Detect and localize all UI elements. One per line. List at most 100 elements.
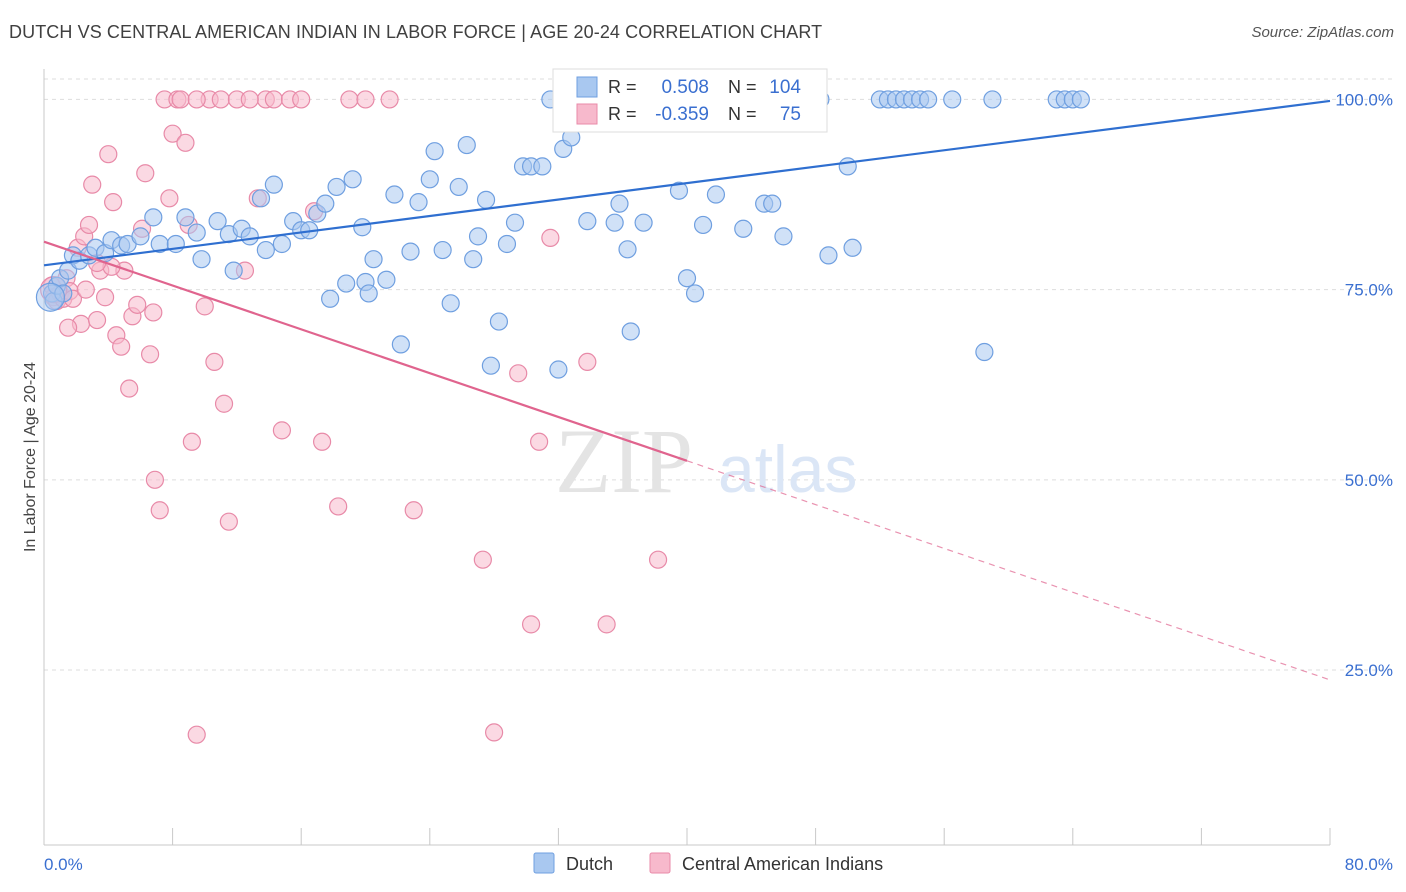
cai-point <box>171 90 190 109</box>
dutch-point <box>476 190 496 209</box>
cai-point <box>329 497 348 516</box>
trend-lines <box>43 99 1331 681</box>
cai-point <box>145 470 165 489</box>
cai-point <box>163 124 182 143</box>
cai-point <box>597 615 616 634</box>
cai-point <box>578 352 597 372</box>
legend-n-label-cai: N = <box>728 104 757 124</box>
cai-point <box>59 318 78 337</box>
dutch-point <box>774 227 793 246</box>
chart-title: DUTCH VS CENTRAL AMERICAN INDIAN IN LABO… <box>9 22 823 42</box>
cai-point <box>214 394 234 413</box>
dutch-point <box>838 157 857 176</box>
source-label: Source: ZipAtlas.com <box>1251 24 1394 41</box>
cai-trend-line <box>43 240 688 462</box>
dutch-point <box>187 223 206 242</box>
dutch-point <box>457 135 476 155</box>
dutch-point <box>385 185 404 204</box>
dutch-point <box>843 238 862 257</box>
dutch-point <box>449 177 468 197</box>
dutch-point <box>192 250 211 269</box>
dutch-point <box>481 356 500 375</box>
cai-point <box>144 303 163 322</box>
dutch-point <box>919 90 938 109</box>
legend-r-label-cai: R = <box>608 104 637 124</box>
cai-point <box>104 193 123 212</box>
dutch-point <box>131 227 150 246</box>
cai-point <box>140 345 160 364</box>
cai-point <box>187 90 206 109</box>
legend-n-value-dutch: 104 <box>769 77 801 98</box>
dutch-point <box>734 219 753 238</box>
cai-point <box>150 501 169 520</box>
cai-trend-line-extension <box>686 460 1331 681</box>
dutch-point <box>359 284 378 303</box>
dutch-point <box>618 240 637 259</box>
cai-point <box>187 725 206 744</box>
bottom-legend-label-dutch: Dutch <box>566 854 613 874</box>
dutch-point <box>578 212 597 231</box>
y-tick-label: 100.0% <box>1335 90 1393 109</box>
cai-point <box>292 90 311 109</box>
cai-point <box>160 189 179 208</box>
dutch-point <box>464 250 483 269</box>
legend-swatch-dutch <box>576 76 598 98</box>
dutch-point <box>610 194 629 213</box>
cai-point <box>380 90 399 109</box>
cai-point <box>128 295 147 314</box>
legend-swatch-cai <box>576 103 598 125</box>
dutch-point <box>505 213 525 232</box>
bottom-legend-swatch-cai <box>649 852 671 874</box>
cai-point <box>648 550 668 569</box>
dutch-point <box>685 284 705 303</box>
cai-point <box>205 352 224 372</box>
cai-point <box>176 133 195 152</box>
dutch-point <box>240 227 259 246</box>
dutch-point <box>425 142 444 161</box>
bottom-legend-label-cai: Central American Indians <box>682 854 883 874</box>
cai-point <box>404 501 423 520</box>
dutch-point <box>634 213 653 232</box>
dutch-point <box>763 194 782 213</box>
cai-point <box>521 615 541 634</box>
cai-point <box>219 512 238 531</box>
x-axis-ticks <box>43 828 1331 845</box>
dutch-point <box>468 227 488 246</box>
legend-n-label-dutch: N = <box>728 77 757 97</box>
dutch-point <box>176 208 195 227</box>
legend-n-value-cai: 75 <box>780 104 801 125</box>
dutch-point <box>35 282 66 312</box>
cai-point <box>312 432 332 451</box>
dutch-point <box>321 289 340 308</box>
dutch-point <box>975 342 994 362</box>
dutch-point <box>819 246 838 265</box>
dutch-point <box>677 269 697 288</box>
grid-lines <box>44 78 1392 671</box>
cai-point <box>272 421 292 440</box>
dutch-point <box>343 170 362 189</box>
cai-point <box>240 90 259 109</box>
dutch-point <box>316 194 335 213</box>
dutch-points <box>35 90 1090 379</box>
legend-r-value-dutch: 0.508 <box>661 77 709 98</box>
cai-point <box>120 379 139 398</box>
dutch-point <box>272 234 292 254</box>
y-tick-label: 50.0% <box>1345 471 1393 490</box>
cai-point <box>473 550 492 569</box>
y-tick-label: 25.0% <box>1345 661 1393 680</box>
legend-box <box>552 68 828 133</box>
cai-point <box>99 145 118 164</box>
dutch-point <box>669 181 689 200</box>
watermark-atlas: atlas <box>718 432 857 506</box>
cai-point <box>136 164 155 183</box>
cai-point <box>76 280 95 299</box>
dutch-point <box>364 250 383 269</box>
dutch-point <box>144 208 163 227</box>
dutch-point <box>497 234 517 254</box>
dutch-point <box>433 240 452 260</box>
cai-point <box>509 364 528 383</box>
dutch-point <box>353 218 372 237</box>
x-tick-label-max: 80.0% <box>1345 855 1393 874</box>
y-axis-label: In Labor Force | Age 20-24 <box>22 362 39 552</box>
dutch-trend-line <box>43 99 1331 267</box>
